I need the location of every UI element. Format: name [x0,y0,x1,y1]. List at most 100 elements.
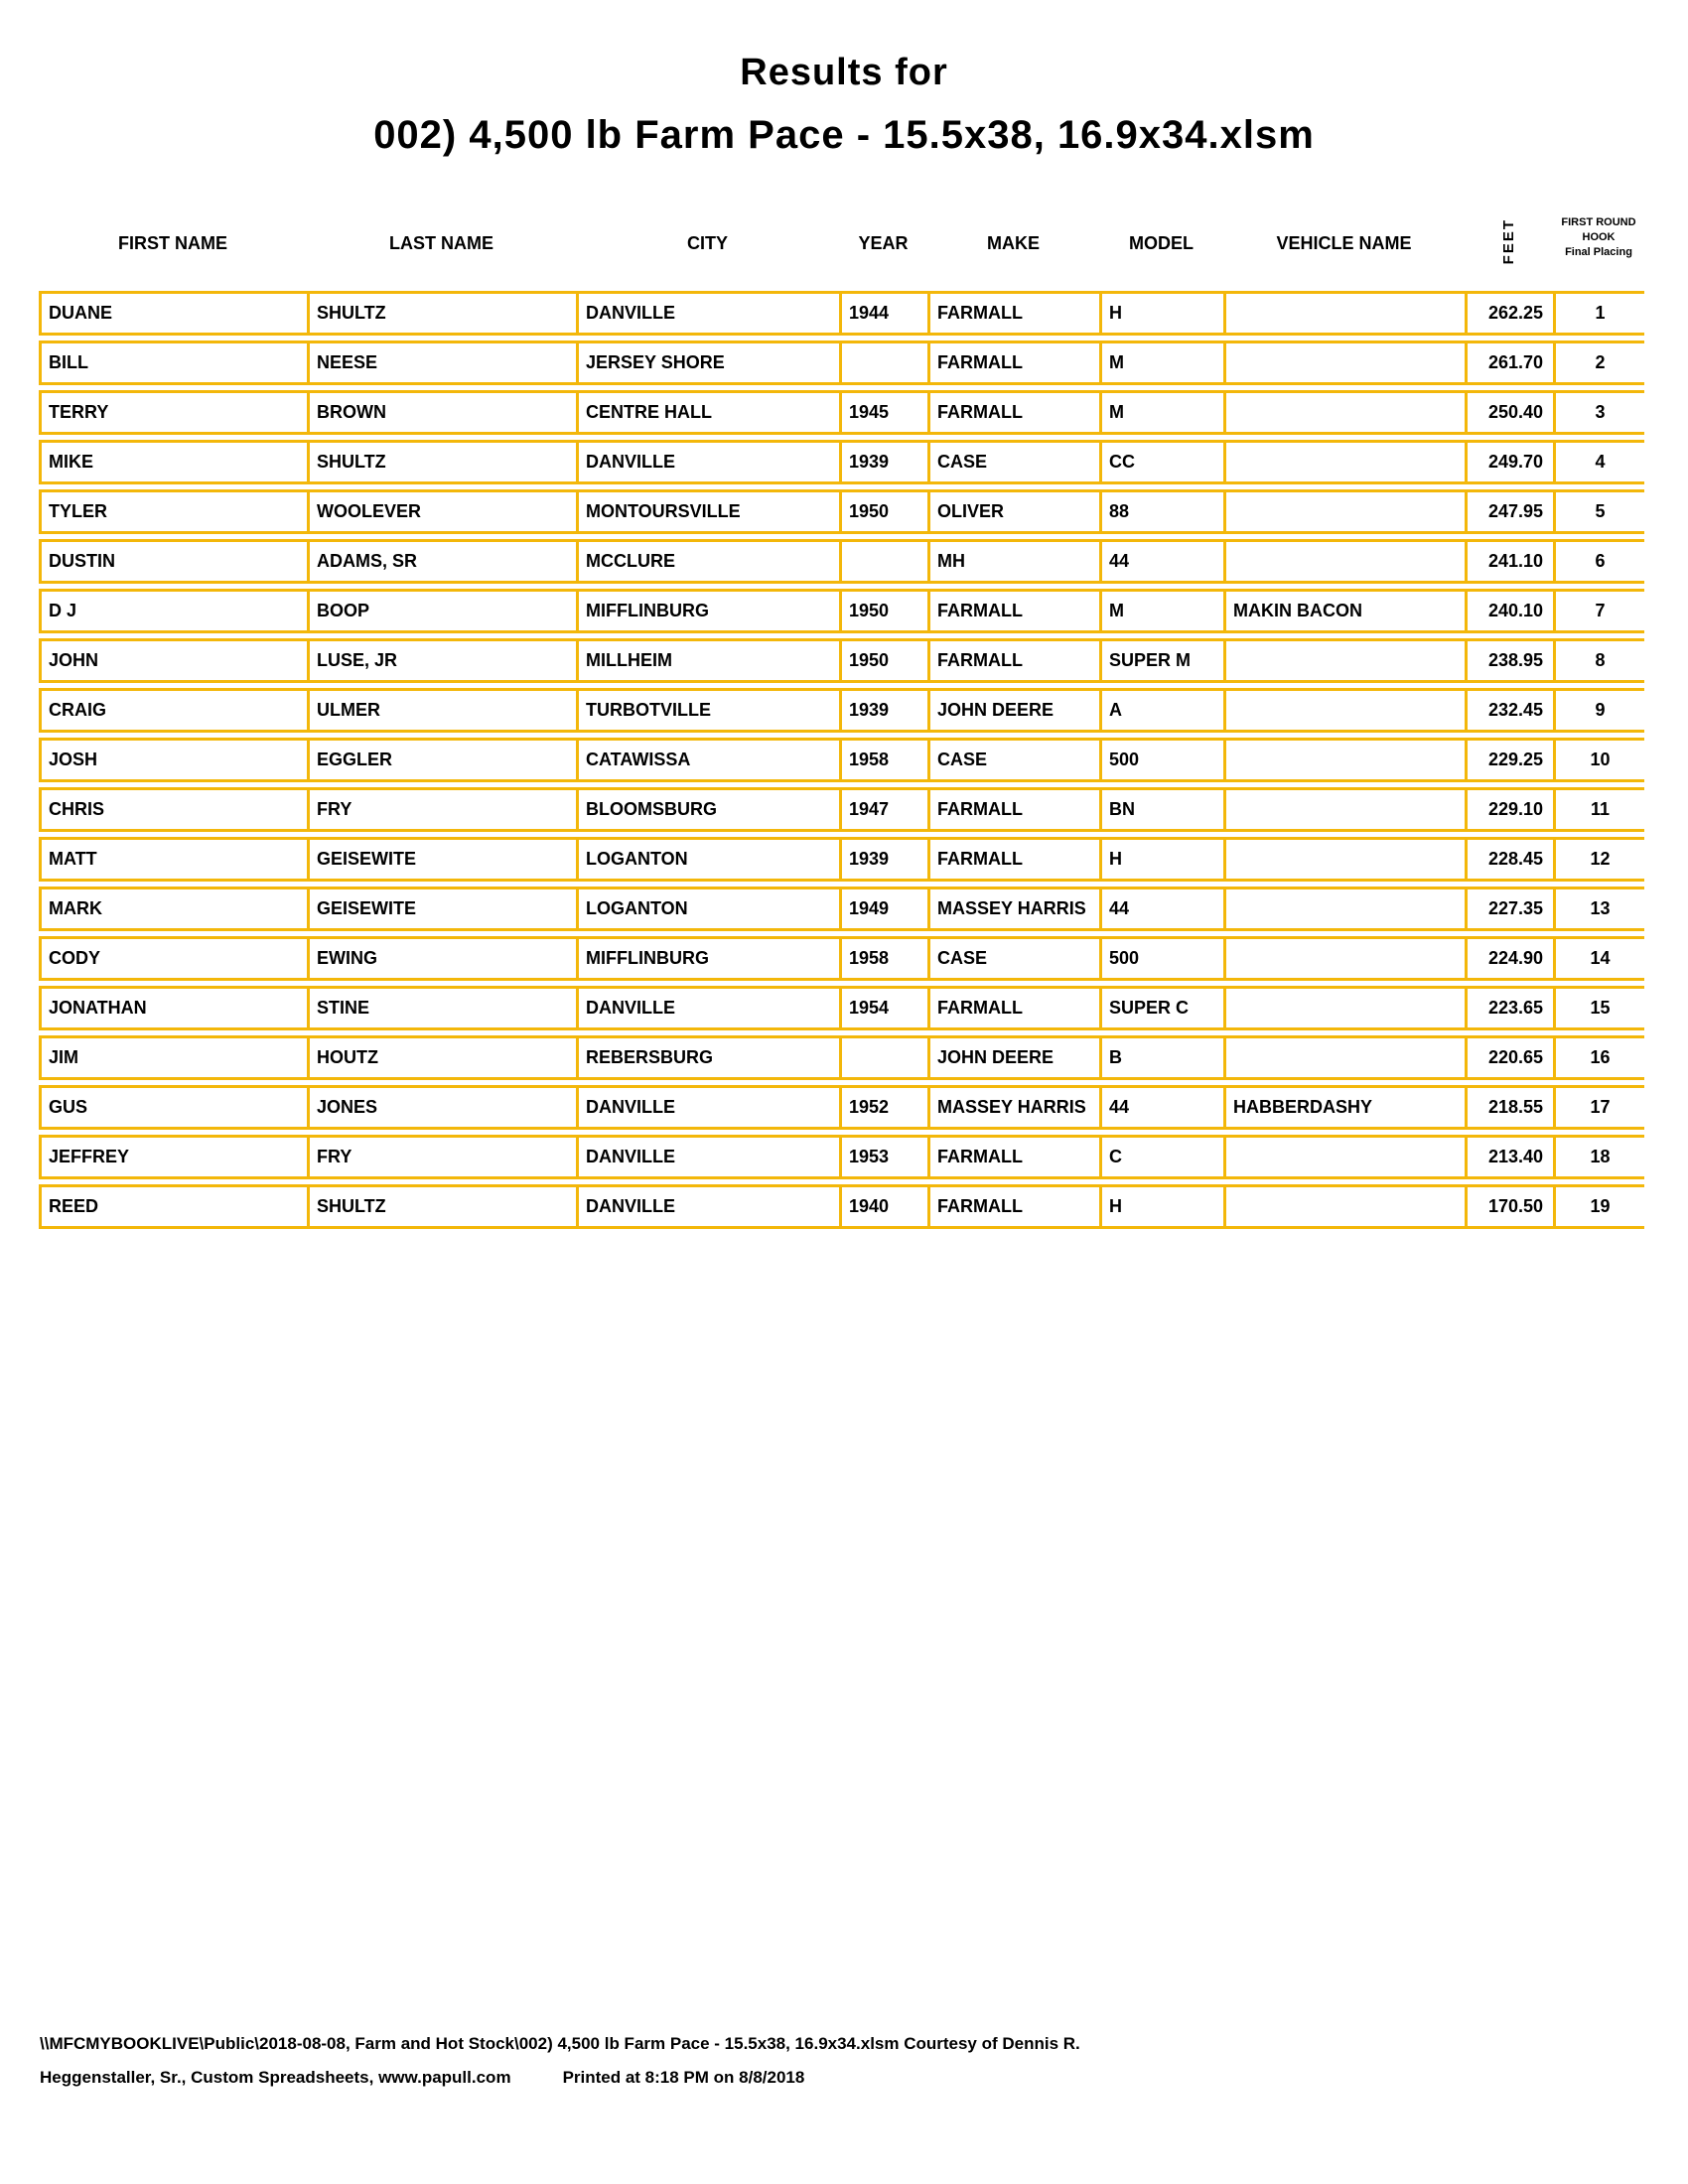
cell-year: 1940 [842,1187,930,1226]
cell-year [842,343,930,382]
footer-printed-timestamp: Printed at 8:18 PM on 8/8/2018 [562,2068,805,2087]
table-row: CHRIS FRY BLOOMSBURG 1947 FARMALL BN 229… [39,787,1644,832]
col-header-first-round-hook: FIRST ROUND HOOK Final Placing [1553,215,1644,268]
cell-final-placing: 4 [1595,452,1606,472]
cell-first-name: JONATHAN [42,989,310,1027]
cell-feet: 218.55 [1468,1088,1556,1127]
table-row: JIM HOUTZ REBERSBURG JOHN DEERE B 220.65… [39,1035,1644,1080]
cell-vehicle-name [1226,741,1468,779]
cell-first-name: GUS [42,1088,310,1127]
cell-make: FARMALL [930,641,1102,680]
footer-credits: Heggenstaller, Sr., Custom Spreadsheets,… [40,2068,511,2087]
cell-first-name: REED [42,1187,310,1226]
cell-last-name: JONES [310,1088,579,1127]
cell-final-placing: 6 [1595,551,1606,571]
cell-year: 1958 [842,939,930,978]
cell-vehicle-name [1226,294,1468,333]
cell-model: H [1102,1187,1226,1226]
table-row: DUSTIN ADAMS, SR MCCLURE MH 44 241.10 6 [39,539,1644,584]
cell-feet: 241.10 [1468,542,1556,581]
cell-city: BLOOMSBURG [579,790,842,829]
cell-city: DANVILLE [579,294,842,333]
cell-model: A [1102,691,1226,730]
col-header-first-name: FIRST NAME [118,233,227,253]
results-table-body: DUANE SHULTZ DANVILLE 1944 FARMALL H 262… [39,291,1644,1234]
cell-vehicle-name [1226,443,1468,481]
cell-make: JOHN DEERE [930,691,1102,730]
cell-first-name: JIM [42,1038,310,1077]
cell-year: 1953 [842,1138,930,1176]
cell-last-name: SHULTZ [310,294,579,333]
cell-vehicle-name: MAKIN BACON [1226,592,1468,630]
cell-vehicle-name [1226,393,1468,432]
cell-vehicle-name [1226,691,1468,730]
cell-city: MILLHEIM [579,641,842,680]
cell-city: MIFFLINBURG [579,592,842,630]
cell-last-name: NEESE [310,343,579,382]
report-title: Results for [740,52,948,93]
cell-city: DANVILLE [579,1138,842,1176]
cell-make: FARMALL [930,343,1102,382]
feet-rotated-label: FEET [1500,217,1517,264]
table-row: GUS JONES DANVILLE 1952 MASSEY HARRIS 44… [39,1085,1644,1130]
cell-first-name: CODY [42,939,310,978]
col-header-last-name: LAST NAME [389,233,493,253]
cell-first-name: JOSH [42,741,310,779]
cell-model: 44 [1102,889,1226,928]
cell-make: FARMALL [930,790,1102,829]
col-header-make: MAKE [987,233,1040,253]
cell-vehicle-name [1226,889,1468,928]
cell-city: TURBOTVILLE [579,691,842,730]
cell-last-name: GEISEWITE [310,840,579,879]
cell-make: MASSEY HARRIS [930,1088,1102,1127]
table-row: JEFFREY FRY DANVILLE 1953 FARMALL C 213.… [39,1135,1644,1179]
col-header-year: YEAR [858,233,909,253]
cell-model: CC [1102,443,1226,481]
cell-vehicle-name [1226,790,1468,829]
cell-vehicle-name: HABBERDASHY [1226,1088,1468,1127]
cell-first-name: MIKE [42,443,310,481]
cell-final-placing: 15 [1590,998,1611,1018]
cell-city: DANVILLE [579,1088,842,1127]
cell-final-placing: 11 [1590,799,1611,819]
cell-model: 500 [1102,741,1226,779]
table-row: BILL NEESE JERSEY SHORE FARMALL M 261.70… [39,341,1644,385]
hook-header-line3: Final Placing [1565,246,1632,258]
cell-vehicle-name [1226,1187,1468,1226]
cell-feet: 232.45 [1468,691,1556,730]
cell-final-placing: 18 [1590,1147,1611,1166]
col-header-model: MODEL [1129,233,1194,253]
cell-model: SUPER M [1102,641,1226,680]
cell-year: 1939 [842,840,930,879]
cell-city: DANVILLE [579,1187,842,1226]
cell-year: 1958 [842,741,930,779]
cell-city: DANVILLE [579,443,842,481]
cell-city: CATAWISSA [579,741,842,779]
cell-last-name: FRY [310,1138,579,1176]
table-row: REED SHULTZ DANVILLE 1940 FARMALL H 170.… [39,1184,1644,1229]
cell-make: MASSEY HARRIS [930,889,1102,928]
cell-final-placing: 19 [1590,1196,1611,1216]
cell-final-placing: 12 [1590,849,1611,869]
cell-first-name: BILL [42,343,310,382]
footer-file-path: \\MFCMYBOOKLIVE\Public\2018-08-08, Farm … [40,2034,1080,2053]
cell-final-placing: 8 [1595,650,1606,670]
cell-first-name: TYLER [42,492,310,531]
cell-feet: 262.25 [1468,294,1556,333]
cell-model: H [1102,840,1226,879]
cell-model: H [1102,294,1226,333]
cell-vehicle-name [1226,343,1468,382]
cell-city: REBERSBURG [579,1038,842,1077]
cell-model: B [1102,1038,1226,1077]
table-row: DUANE SHULTZ DANVILLE 1944 FARMALL H 262… [39,291,1644,336]
cell-first-name: CRAIG [42,691,310,730]
cell-last-name: SHULTZ [310,1187,579,1226]
table-row: TYLER WOOLEVER MONTOURSVILLE 1950 OLIVER… [39,489,1644,534]
cell-feet: 220.65 [1468,1038,1556,1077]
cell-last-name: STINE [310,989,579,1027]
cell-make: CASE [930,741,1102,779]
cell-city: MIFFLINBURG [579,939,842,978]
cell-vehicle-name [1226,840,1468,879]
cell-final-placing: 14 [1590,948,1611,968]
table-row: MIKE SHULTZ DANVILLE 1939 CASE CC 249.70… [39,440,1644,484]
